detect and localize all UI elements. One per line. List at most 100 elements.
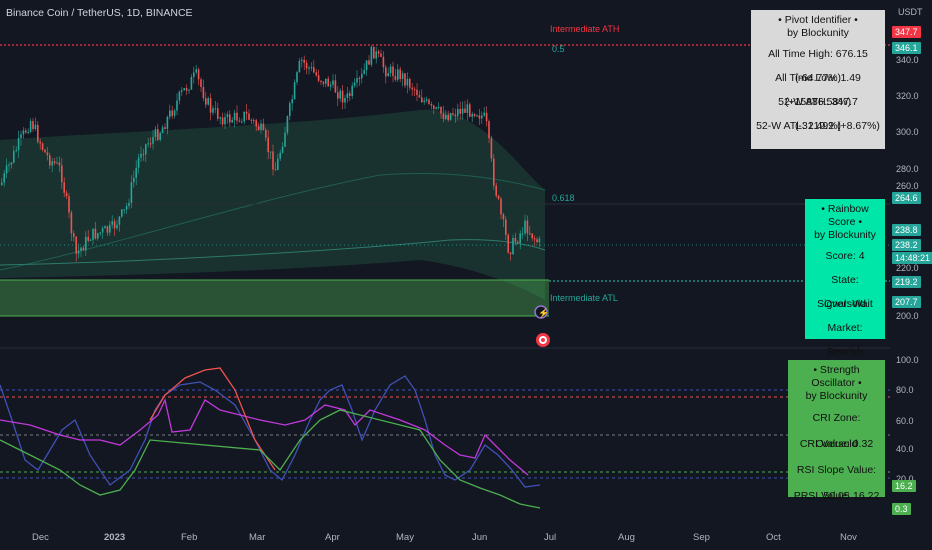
pivot-52w-atl: 52-W ATL: 219.2 (+8.67%)	[756, 120, 880, 133]
price-tag-current: 238.2	[892, 239, 921, 251]
candle	[269, 151, 272, 153]
candle	[365, 60, 368, 71]
strength-oscillator-panel: • Strength Oscillator • by Blockunity CRI…	[788, 360, 885, 503]
candle	[157, 129, 159, 140]
candle	[101, 228, 104, 233]
candle	[200, 79, 202, 88]
candle	[382, 56, 385, 68]
cri-zone: CRI Zone: Oversold	[812, 412, 861, 451]
candle	[80, 247, 82, 251]
flash-event-icon[interactable]	[534, 305, 548, 319]
candle	[286, 116, 289, 133]
price-tag-atl: 219.2	[892, 276, 921, 288]
candle	[183, 88, 185, 91]
candle	[293, 82, 296, 100]
candle	[53, 161, 56, 164]
candle	[44, 149, 46, 153]
candle	[137, 157, 140, 168]
candle	[303, 59, 305, 63]
fib-0-5-label: 0.5	[552, 44, 565, 54]
candle	[236, 112, 238, 121]
pivot-title: • Pivot Identifier • by Blockunity	[778, 14, 858, 40]
candle	[82, 247, 85, 251]
rainbow-score: Score: 4	[825, 250, 865, 263]
candle	[495, 185, 497, 196]
candle	[49, 155, 51, 166]
candle	[353, 82, 356, 86]
candle	[385, 67, 387, 77]
candle	[485, 112, 488, 122]
candle	[505, 219, 507, 235]
candle	[423, 100, 425, 103]
time-label: Nov	[840, 532, 857, 543]
candle	[142, 153, 145, 155]
time-label: Sep	[693, 532, 710, 543]
candle	[1, 182, 3, 185]
candle	[176, 100, 178, 111]
candle	[461, 108, 464, 114]
oscillator-blue-line	[0, 375, 541, 488]
rainbow-mid-line	[0, 239, 546, 266]
candle	[473, 114, 476, 116]
candle	[464, 108, 466, 113]
candle	[514, 237, 517, 242]
candle	[63, 182, 65, 193]
candle	[296, 72, 298, 83]
candlesticks	[1, 45, 541, 262]
symbol-title[interactable]: Binance Coin / TetherUS, 1D, BINANCE	[6, 7, 193, 19]
candle	[106, 226, 109, 233]
candle	[298, 60, 301, 73]
candle	[373, 46, 375, 59]
candle	[85, 236, 87, 251]
candle	[89, 239, 92, 241]
candle	[20, 134, 22, 139]
candle	[233, 112, 236, 120]
candle	[219, 117, 221, 119]
candle	[521, 233, 524, 235]
time-label: Aug	[618, 532, 635, 543]
candle	[329, 84, 332, 87]
candle	[17, 138, 20, 151]
candle	[529, 233, 531, 235]
candle	[135, 167, 137, 178]
candle	[92, 228, 94, 240]
candle	[411, 87, 413, 90]
candle	[517, 241, 519, 243]
candle	[478, 115, 481, 119]
candle	[152, 137, 154, 144]
countdown-tag: 14:48:21	[892, 252, 932, 264]
price-tick: 300.0	[896, 127, 919, 137]
rsi-slope: RSI Slope Value: 50.05	[796, 464, 877, 503]
candle	[334, 80, 337, 93]
candle	[315, 72, 317, 76]
candle	[3, 173, 5, 183]
candle	[51, 161, 53, 166]
candle	[459, 108, 461, 114]
candle	[73, 233, 75, 237]
candle	[195, 69, 197, 73]
oscillator-red-line	[149, 367, 276, 471]
candle	[361, 73, 363, 79]
intermediate-ath-label: Intermediate ATH	[550, 24, 620, 34]
candle	[457, 108, 459, 116]
candle	[190, 76, 193, 90]
candle	[99, 232, 101, 234]
candle	[22, 130, 25, 135]
time-label: Jun	[472, 532, 488, 543]
candle	[320, 80, 322, 82]
candle	[145, 144, 147, 155]
candle	[284, 132, 286, 147]
fib-0-618-label: 0.618	[552, 193, 575, 203]
candle	[502, 214, 505, 220]
candle	[109, 224, 111, 233]
candle	[488, 121, 490, 139]
candle	[121, 209, 123, 217]
candle	[305, 62, 308, 69]
intermediate-atl-label: Intermediate ATL	[550, 293, 618, 303]
rainbow-band	[0, 109, 545, 301]
candle	[29, 121, 32, 132]
candle	[217, 108, 219, 119]
rainbow-market: Market: Bearish	[827, 322, 863, 359]
candle	[104, 226, 106, 229]
osc-tick: 20.0	[896, 474, 914, 484]
